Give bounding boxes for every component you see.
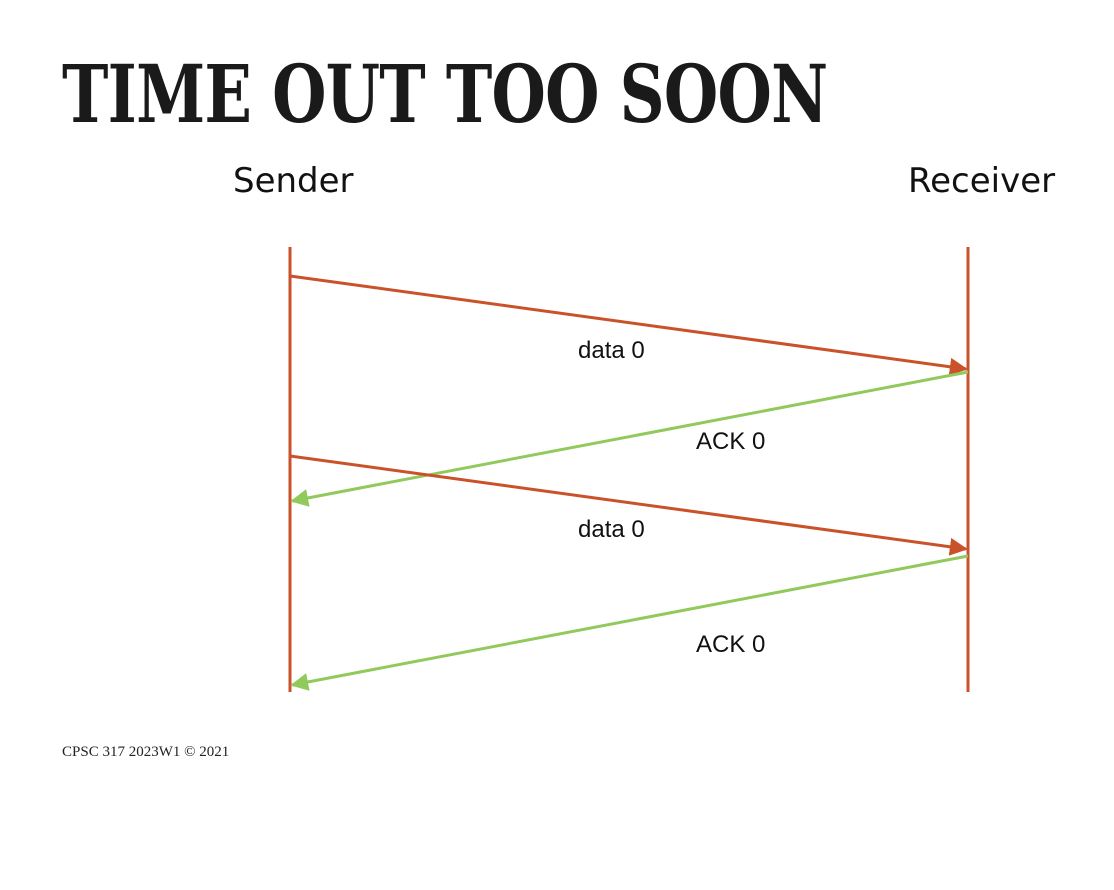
message-label-data: data 0 [578, 337, 645, 364]
receiver-label: Receiver [908, 161, 1056, 201]
message-label-ack: ACK 0 [696, 631, 766, 658]
message-label-ack: ACK 0 [696, 428, 766, 455]
data-arrow [289, 274, 968, 376]
ack-arrow [290, 370, 969, 507]
message-label-data: data 0 [578, 516, 645, 543]
footer-copyright: CPSC 317 2023W1 © 2021 [62, 744, 230, 760]
data-arrow [289, 454, 968, 556]
sender-label: Sender [233, 161, 354, 201]
ack-arrow [290, 554, 969, 691]
slide-title: TIME OUT TOO SOON [62, 47, 828, 141]
